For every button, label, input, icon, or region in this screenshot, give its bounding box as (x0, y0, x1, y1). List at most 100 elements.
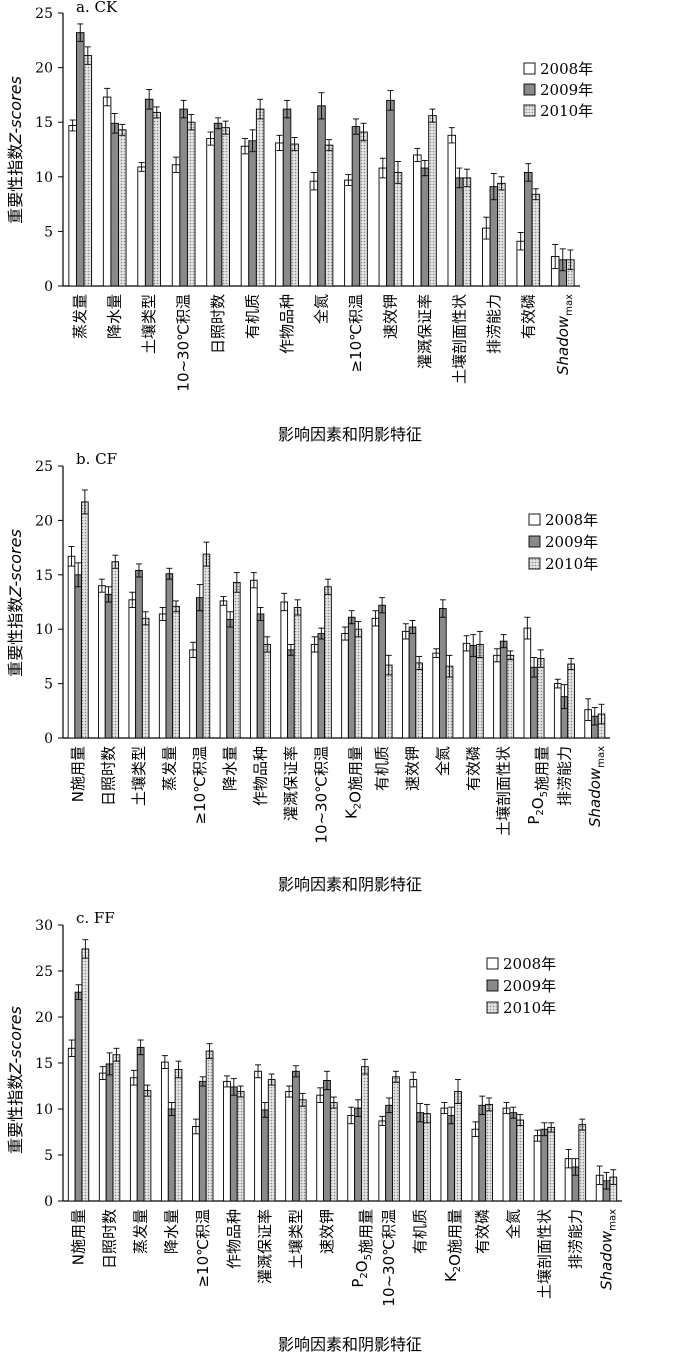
category-label: 10~30℃积温 (175, 294, 193, 392)
legend-label: 2009年 (503, 977, 556, 995)
bar (359, 131, 368, 287)
legend-label: 2009年 (540, 81, 593, 99)
bar (128, 599, 137, 739)
bar (136, 1046, 145, 1202)
category-label: Shadowmax (586, 746, 607, 827)
category-label: 土壤类型 (130, 746, 148, 806)
panel-label: c. FF (76, 909, 115, 927)
y-tick-label: 0 (44, 1194, 53, 1210)
y-axis-title: 重要性指数Z-scores (6, 1006, 25, 1154)
chart-panel-3: 0 5 10 15 20 25 30 c. FF 重要性指数Z-scores 影响因素和阴影特征 N… (6, 909, 622, 1354)
bar (260, 1109, 269, 1202)
bar (285, 1091, 293, 1202)
bar (167, 1108, 176, 1202)
bar (401, 630, 410, 739)
category-label: 作物品种 (278, 294, 296, 354)
bar (524, 171, 533, 287)
bar (105, 1063, 114, 1202)
bar (371, 617, 380, 739)
category-label: 降水量 (221, 746, 239, 791)
category-label: 蒸发量 (160, 746, 178, 791)
category-label: 日照时数 (209, 294, 227, 354)
bar (329, 1102, 338, 1202)
category-label: 有机质 (244, 294, 262, 339)
bar (290, 143, 299, 287)
legend-label: 2010年 (540, 102, 593, 120)
bar (317, 633, 326, 739)
bar (462, 177, 472, 287)
bar (172, 605, 180, 739)
bar (74, 991, 83, 1202)
bar (502, 1107, 511, 1202)
bar (112, 1054, 121, 1202)
bar (143, 1090, 152, 1202)
bar (205, 1050, 214, 1202)
bar (226, 618, 234, 739)
bar (516, 1119, 525, 1202)
category-label: N施用量 (70, 1209, 88, 1265)
bar (229, 1086, 238, 1202)
legend-swatch (486, 1001, 499, 1014)
category-label: 速效钾 (318, 1209, 336, 1254)
legend-swatch (528, 535, 541, 548)
panel-label: a. CK (76, 0, 118, 16)
category-label: 有效磷 (519, 294, 537, 339)
bar (165, 573, 174, 739)
bar (324, 586, 332, 739)
bar (432, 652, 440, 739)
bar (111, 561, 120, 739)
bar (408, 626, 417, 739)
bar (219, 600, 228, 739)
bar (341, 633, 349, 739)
bar (202, 553, 211, 739)
bar (540, 1128, 549, 1202)
legend-label: 2008年 (540, 60, 593, 78)
bar (531, 193, 541, 287)
category-label: 降水量 (106, 294, 124, 339)
category-label: 排涝能力 (555, 746, 573, 806)
legend-swatch (523, 83, 536, 96)
category-label: 全氮 (504, 1209, 522, 1239)
category-label: 降水量 (163, 1209, 181, 1254)
bar (137, 166, 146, 287)
bar (471, 1128, 480, 1202)
bar (493, 654, 501, 739)
bar (158, 613, 167, 739)
bar (324, 144, 334, 287)
legend-label: 2010年 (545, 555, 598, 573)
y-tick-label: 15 (35, 1056, 53, 1072)
category-label: 排涝能力 (485, 294, 503, 354)
bar (110, 122, 119, 287)
bar (378, 604, 386, 739)
bar (263, 643, 272, 739)
bar (298, 1099, 307, 1202)
bar (384, 664, 393, 739)
category-label: 蒸发量 (71, 294, 89, 339)
bar (141, 617, 150, 739)
category-label: K2O施用量 (442, 1209, 464, 1282)
category-label: K2O施用量 (343, 746, 365, 819)
bar (440, 1107, 449, 1202)
bar (83, 55, 93, 287)
bar (393, 171, 403, 287)
bar (293, 606, 302, 739)
bar (360, 1066, 369, 1202)
bar (354, 628, 363, 739)
bar (423, 1113, 431, 1202)
bar (567, 663, 575, 739)
bar (392, 1076, 400, 1202)
bar (347, 616, 356, 739)
bar (104, 593, 113, 739)
y-tick-label: 0 (44, 731, 53, 747)
bar (536, 658, 545, 739)
y-tick-label: 10 (35, 170, 53, 186)
category-label: 土壤剖面性状 (535, 1209, 553, 1299)
category-label: 全氮 (434, 746, 452, 776)
bar (189, 649, 197, 739)
bar (233, 581, 241, 739)
legend-label: 2008年 (545, 511, 598, 529)
category-label: P2O5施用量 (525, 746, 551, 825)
bar (67, 555, 76, 739)
bar (75, 32, 85, 287)
bar (347, 1114, 356, 1202)
